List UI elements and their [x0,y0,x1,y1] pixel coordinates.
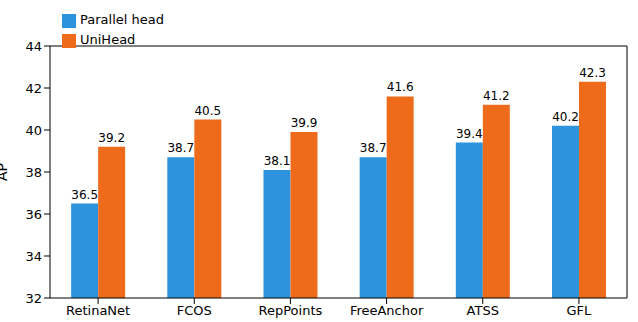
svg-text:FreeAnchor: FreeAnchor [350,303,424,318]
svg-text:40.5: 40.5 [194,104,221,118]
svg-text:38.1: 38.1 [264,154,291,168]
svg-text:41.6: 41.6 [387,80,414,94]
svg-text:39.2: 39.2 [98,131,125,145]
svg-text:41.2: 41.2 [483,89,510,103]
svg-text:38.7: 38.7 [167,141,194,155]
svg-text:36: 36 [25,207,42,222]
svg-text:RepPoints: RepPoints [259,303,323,318]
html-text:UniHead: UniHead [80,32,136,47]
svg-text:34: 34 [25,249,42,264]
svg-text:38: 38 [25,165,42,180]
svg-text:40.2: 40.2 [552,110,579,124]
svg-text:36.5: 36.5 [71,188,98,202]
svg-text:RetinaNet: RetinaNet [66,303,130,318]
svg-text:ATSS: ATSS [467,303,499,318]
svg-text:39.9: 39.9 [291,116,318,130]
html-text:Parallel head: Parallel head [80,12,164,27]
svg-text:GFL: GFL [567,303,593,318]
svg-text:40: 40 [25,123,42,138]
svg-text:42.3: 42.3 [579,66,606,80]
svg-text:32: 32 [25,291,42,306]
svg-text:39.4: 39.4 [456,127,483,141]
svg-text:AP: AP [8,163,10,181]
svg-text:42: 42 [25,81,42,96]
svg-text:FCOS: FCOS [177,303,212,318]
svg-text:38.7: 38.7 [360,141,387,155]
svg-text:44: 44 [25,39,42,54]
